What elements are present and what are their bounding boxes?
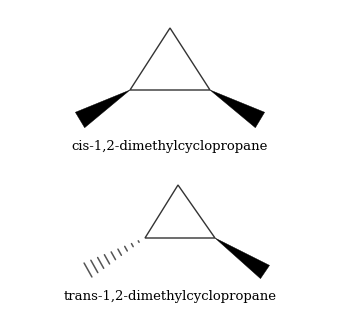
Text: cis-1,2-dimethylcyclopropane: cis-1,2-dimethylcyclopropane <box>72 140 268 153</box>
Polygon shape <box>215 238 270 278</box>
Polygon shape <box>75 90 130 128</box>
Text: trans-1,2-dimethylcyclopropane: trans-1,2-dimethylcyclopropane <box>64 290 276 303</box>
Polygon shape <box>210 90 265 128</box>
